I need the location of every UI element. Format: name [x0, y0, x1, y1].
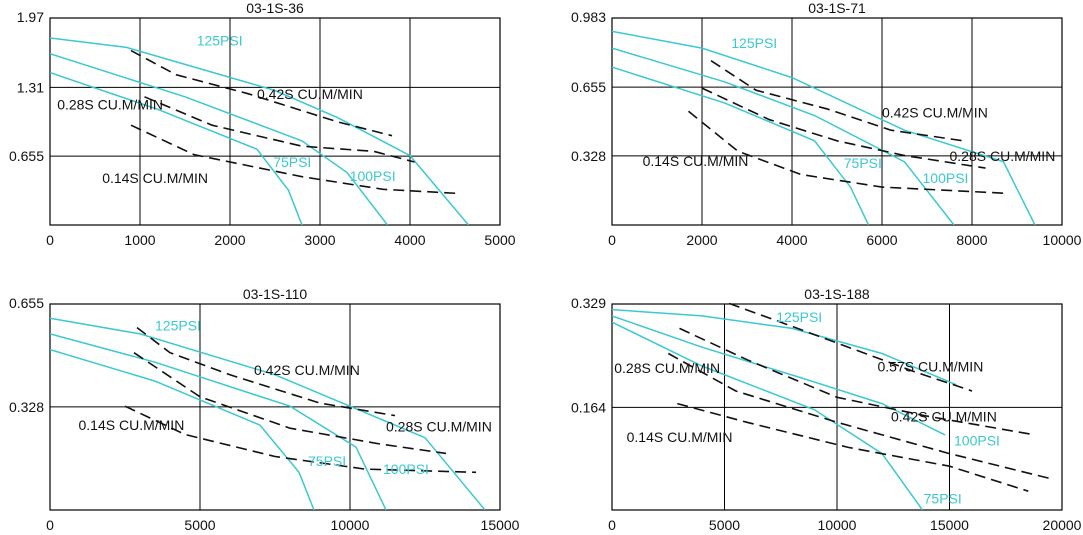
- y-tick-label: 0.655: [9, 295, 44, 311]
- x-tick-label: 3000: [304, 232, 335, 248]
- x-tick-label: 5000: [184, 517, 215, 533]
- x-tick-label: 2000: [686, 232, 717, 248]
- y-tick-label: 0.329: [571, 295, 606, 311]
- chart-panel-03-1S-71: 03-1S-71 0 2000 4000 6000 8000 10000 0.328 0.655…: [571, 0, 1082, 248]
- x-tick-label: 15000: [481, 517, 520, 533]
- series-line-125psi: [50, 317, 486, 510]
- x-tick-label: 0: [46, 232, 54, 248]
- pressure-curve-label: 75PSI: [924, 491, 962, 507]
- x-tick-label: 5000: [709, 517, 740, 533]
- series-line-0-28s-cu-m-min: [701, 87, 986, 169]
- flow-curve-label: 0.57S CU.M/MIN: [878, 359, 984, 375]
- x-tick-label: 1000: [124, 232, 155, 248]
- plot-frame: [611, 17, 1063, 226]
- series-line-100psi: [50, 52, 389, 225]
- series-line-0-14s-cu-m-min: [687, 110, 1009, 195]
- flow-curve-label: 0.42S CU.M/MIN: [254, 362, 360, 378]
- flow-curve-label: 0.28S CU.M/MIN: [57, 96, 163, 112]
- pressure-curve-label: 100PSI: [954, 433, 1000, 449]
- chart-panel-03-1S-36: 03-1S-36 0 1000 2000 3000 4000 5000 0.655 1.31 1.…: [9, 0, 516, 248]
- y-tick-label: 0.655: [571, 79, 606, 95]
- flow-curve-label: 0.42S CU.M/MIN: [891, 409, 997, 425]
- y-tick-label: 1.97: [17, 9, 44, 25]
- x-tick-label: 5000: [484, 232, 515, 248]
- series-line-75psi: [50, 71, 303, 225]
- flow-curve-label: 0.14S CU.M/MIN: [79, 417, 185, 433]
- pressure-curve-label: 100PSI: [350, 168, 396, 184]
- pressure-curve-label: 125PSI: [155, 318, 201, 334]
- pressure-curve-label: 75PSI: [273, 154, 311, 170]
- y-tick-label: 1.31: [17, 79, 44, 95]
- flow-curve-label: 0.28S CU.M/MIN: [614, 360, 720, 376]
- series-line-0-28s-cu-m-min: [133, 352, 447, 455]
- x-tick-label: 20000: [1043, 517, 1082, 533]
- x-tick-label: 4000: [776, 232, 807, 248]
- series-line-100psi: [612, 47, 955, 225]
- y-tick-label: 0.983: [571, 9, 606, 25]
- flow-curve-label: 0.42S CU.M/MIN: [257, 86, 363, 102]
- chart-panel-03-1S-188: 03-1S-188 0 5000 10000 15000 20000 0.164 0.329 1…: [571, 286, 1082, 533]
- pressure-curve-label: 125PSI: [776, 309, 822, 325]
- x-tick-label: 10000: [331, 517, 370, 533]
- series-line-100psi: [50, 333, 387, 510]
- x-tick-label: 10000: [1043, 232, 1082, 248]
- series-line-125psi: [50, 37, 470, 225]
- flow-curve-label: 0.14S CU.M/MIN: [102, 170, 208, 186]
- y-tick-label: 0.655: [9, 148, 44, 164]
- x-tick-label: 0: [608, 232, 616, 248]
- x-tick-label: 15000: [930, 517, 969, 533]
- flow-curve-label: 0.42S CU.M/MIN: [882, 105, 988, 121]
- series-line-0-42s-cu-m-min: [136, 326, 396, 417]
- pressure-curve-label: 75PSI: [308, 453, 346, 469]
- series-line-0-14s-cu-m-min: [677, 402, 1029, 492]
- series-line-75psi: [50, 348, 315, 510]
- flow-curve-label: 0.14S CU.M/MIN: [643, 153, 749, 169]
- x-tick-label: 0: [608, 517, 616, 533]
- flow-curve-label: 0.14S CU.M/MIN: [627, 429, 733, 445]
- x-tick-label: 2000: [214, 232, 245, 248]
- flow-curve-label: 0.28S CU.M/MIN: [950, 148, 1056, 164]
- plot-frame: [49, 17, 501, 226]
- chart-panel-03-1S-110: 03-1S-110 0 5000 10000 15000 0.328 0.655 125PSI…: [9, 286, 520, 533]
- series-line-0-14s-cu-m-min: [130, 124, 460, 195]
- x-tick-label: 4000: [394, 232, 425, 248]
- series-line-75psi: [612, 66, 870, 225]
- x-tick-label: 0: [46, 517, 54, 533]
- series-line-0-42s-cu-m-min: [130, 49, 393, 137]
- x-tick-label: 10000: [818, 517, 857, 533]
- x-tick-label: 8000: [956, 232, 987, 248]
- pressure-curve-label: 100PSI: [383, 461, 429, 477]
- series-line-125psi: [612, 30, 1036, 225]
- x-tick-label: 6000: [866, 232, 897, 248]
- chart-title: 03-1S-36: [246, 0, 304, 16]
- chart-title: 03-1S-188: [804, 286, 870, 302]
- series-line-0-42s-cu-m-min: [679, 327, 1036, 436]
- series-line-0-28s-cu-m-min: [667, 352, 1051, 480]
- chart-title: 03-1S-110: [243, 286, 308, 302]
- flow-curve-label: 0.28S CU.M/MIN: [386, 418, 492, 434]
- series-line-0-42s-cu-m-min: [710, 60, 964, 142]
- series-line-125psi: [612, 308, 957, 386]
- pressure-curve-label: 100PSI: [923, 170, 969, 186]
- y-tick-label: 0.164: [571, 399, 606, 415]
- pressure-curve-label: 125PSI: [197, 32, 243, 48]
- y-tick-label: 0.328: [571, 148, 606, 164]
- series-line-100psi: [612, 315, 946, 436]
- pressure-curve-label: 125PSI: [731, 35, 777, 51]
- pressure-curve-label: 75PSI: [844, 155, 882, 171]
- series-line-0-28s-cu-m-min: [144, 96, 415, 163]
- series-line-0-57s-cu-m-min: [728, 303, 973, 392]
- y-tick-label: 0.328: [9, 399, 44, 415]
- series-line-0-14s-cu-m-min: [124, 405, 477, 474]
- chart-title: 03-1S-71: [808, 0, 866, 16]
- series-line-75psi: [612, 321, 924, 510]
